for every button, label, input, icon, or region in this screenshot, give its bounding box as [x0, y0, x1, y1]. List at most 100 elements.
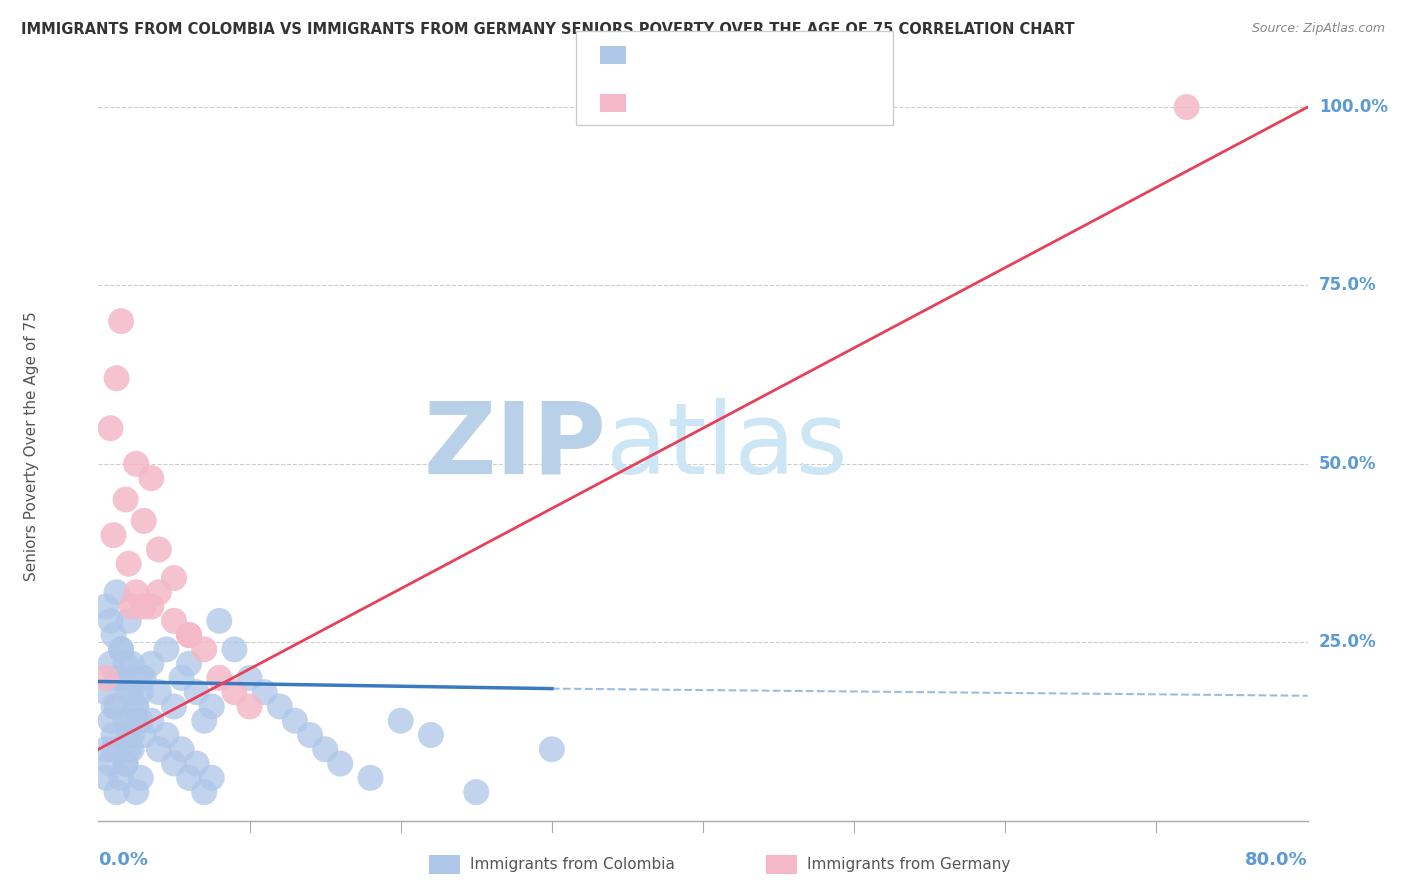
Point	[100, 714, 122, 728]
Text: Immigrants from Colombia: Immigrants from Colombia	[470, 857, 675, 871]
Point	[155, 728, 177, 742]
Point	[148, 542, 170, 557]
Point	[141, 714, 163, 728]
Point	[110, 671, 132, 685]
Point	[103, 728, 125, 742]
Point	[121, 685, 143, 699]
Point	[224, 642, 246, 657]
Point	[110, 642, 132, 657]
Point	[100, 421, 122, 435]
Point	[540, 742, 562, 756]
Point	[163, 699, 186, 714]
Point	[299, 728, 322, 742]
Point	[118, 685, 141, 699]
Text: 50.0%: 50.0%	[1319, 455, 1376, 473]
Point	[193, 714, 215, 728]
Point	[132, 671, 155, 685]
Point	[125, 585, 148, 599]
Point	[100, 614, 122, 628]
Point	[103, 699, 125, 714]
Point	[141, 471, 163, 485]
Point	[163, 614, 186, 628]
Point	[179, 628, 201, 642]
Point	[179, 628, 201, 642]
Point	[94, 599, 117, 614]
Point	[360, 771, 382, 785]
Point	[103, 528, 125, 542]
Point	[103, 742, 125, 756]
Point	[94, 671, 117, 685]
Point	[105, 699, 128, 714]
Point	[193, 785, 215, 799]
Point	[253, 685, 276, 699]
Text: 80.0%: 80.0%	[1244, 851, 1308, 869]
Point	[114, 657, 136, 671]
Text: R =  -0.025  N = 74: R = -0.025 N = 74	[636, 48, 807, 62]
Point	[1175, 100, 1198, 114]
Point	[100, 756, 122, 771]
Point	[129, 685, 152, 699]
Point	[114, 756, 136, 771]
Point	[121, 728, 143, 742]
Point	[465, 785, 488, 799]
Point	[239, 699, 262, 714]
Point	[105, 371, 128, 385]
Point	[125, 785, 148, 799]
Point	[179, 771, 201, 785]
Point	[114, 492, 136, 507]
Point	[103, 628, 125, 642]
Point	[420, 728, 443, 742]
Point	[114, 714, 136, 728]
Point	[148, 685, 170, 699]
Point	[110, 771, 132, 785]
Point	[141, 657, 163, 671]
Text: 25.0%: 25.0%	[1319, 633, 1376, 651]
Point	[110, 314, 132, 328]
Point	[118, 728, 141, 742]
Point	[148, 585, 170, 599]
Point	[118, 557, 141, 571]
Point	[129, 671, 152, 685]
Point	[186, 685, 208, 699]
Point	[121, 599, 143, 614]
Point	[239, 671, 262, 685]
Text: IMMIGRANTS FROM COLOMBIA VS IMMIGRANTS FROM GERMANY SENIORS POVERTY OVER THE AGE: IMMIGRANTS FROM COLOMBIA VS IMMIGRANTS F…	[21, 22, 1074, 37]
Point	[132, 728, 155, 742]
Point	[118, 742, 141, 756]
Point	[186, 756, 208, 771]
Point	[141, 599, 163, 614]
Point	[163, 756, 186, 771]
Point	[389, 714, 412, 728]
Point	[179, 657, 201, 671]
Text: Seniors Poverty Over the Age of 75: Seniors Poverty Over the Age of 75	[24, 311, 39, 581]
Point	[132, 514, 155, 528]
Point	[201, 771, 224, 785]
Point	[163, 571, 186, 585]
Text: R =  0.678  N = 25: R = 0.678 N = 25	[636, 95, 800, 110]
Text: ZIP: ZIP	[423, 398, 606, 494]
Point	[129, 714, 152, 728]
Text: 100.0%: 100.0%	[1319, 98, 1388, 116]
Text: 75.0%: 75.0%	[1319, 277, 1376, 294]
Point	[105, 785, 128, 799]
Point	[314, 742, 336, 756]
Point	[129, 771, 152, 785]
Point	[208, 614, 231, 628]
Point	[121, 742, 143, 756]
Point	[118, 614, 141, 628]
Point	[125, 699, 148, 714]
Point	[105, 585, 128, 599]
Point	[105, 671, 128, 685]
Point	[201, 699, 224, 714]
Point	[170, 671, 193, 685]
Point	[148, 742, 170, 756]
Point	[170, 742, 193, 756]
Point	[121, 657, 143, 671]
Point	[125, 699, 148, 714]
Point	[94, 685, 117, 699]
Point	[155, 642, 177, 657]
Text: atlas: atlas	[606, 398, 848, 494]
Point	[329, 756, 352, 771]
Point	[110, 642, 132, 657]
Point	[125, 457, 148, 471]
